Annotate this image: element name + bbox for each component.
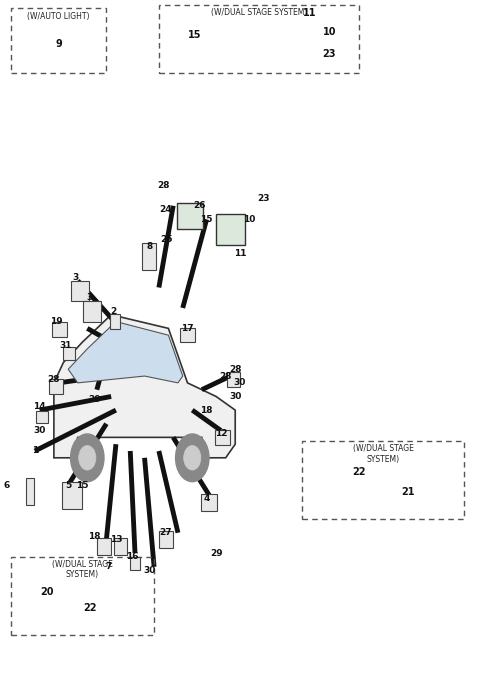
Polygon shape <box>54 315 235 458</box>
Text: 22: 22 <box>352 467 366 477</box>
Circle shape <box>79 445 96 470</box>
Text: 6: 6 <box>3 481 9 490</box>
Text: 23: 23 <box>323 49 336 59</box>
Polygon shape <box>68 321 183 383</box>
Bar <box>159 531 173 548</box>
Text: 10: 10 <box>323 27 336 37</box>
Text: 29: 29 <box>88 395 101 404</box>
Text: 3: 3 <box>72 273 79 282</box>
Bar <box>36 411 48 423</box>
Text: 31: 31 <box>60 341 72 350</box>
Text: 15: 15 <box>200 215 213 224</box>
Text: 7: 7 <box>106 562 112 571</box>
Text: 10: 10 <box>243 215 256 224</box>
Bar <box>71 280 89 301</box>
Text: 4: 4 <box>204 494 210 503</box>
Text: 11: 11 <box>234 249 246 258</box>
Text: 30: 30 <box>34 426 46 435</box>
Text: 28: 28 <box>157 181 170 190</box>
Text: (W/DUAL STAGE SYSTEM): (W/DUAL STAGE SYSTEM) <box>211 8 307 17</box>
Text: 9: 9 <box>55 39 62 49</box>
Bar <box>130 557 140 570</box>
Bar <box>215 430 229 445</box>
Text: 18: 18 <box>200 406 213 415</box>
Bar <box>114 538 127 555</box>
Bar <box>177 203 203 229</box>
Text: 30: 30 <box>234 378 246 387</box>
Text: 14: 14 <box>33 402 46 411</box>
Text: 15: 15 <box>188 31 202 40</box>
Bar <box>26 478 34 505</box>
Bar <box>97 538 111 555</box>
Text: 16: 16 <box>126 552 139 561</box>
Text: 22: 22 <box>83 603 96 612</box>
Bar <box>142 244 156 270</box>
Circle shape <box>184 445 201 470</box>
Circle shape <box>71 434 104 482</box>
Bar <box>180 328 195 342</box>
Bar <box>83 301 101 321</box>
Text: 8: 8 <box>146 242 153 251</box>
Circle shape <box>176 434 209 482</box>
Text: 21: 21 <box>401 487 414 497</box>
Text: 17: 17 <box>181 324 194 333</box>
Text: 28: 28 <box>48 375 60 384</box>
Text: 13: 13 <box>109 535 122 544</box>
Text: 23: 23 <box>258 194 270 203</box>
Bar <box>216 214 245 245</box>
Text: 11: 11 <box>302 8 316 18</box>
Text: 30: 30 <box>229 392 241 401</box>
Text: 12: 12 <box>215 430 227 438</box>
Bar <box>227 372 240 387</box>
Text: 30: 30 <box>143 566 156 575</box>
Text: 26: 26 <box>193 201 206 210</box>
Bar <box>49 379 63 394</box>
Text: 24: 24 <box>160 205 172 213</box>
Text: 15: 15 <box>76 481 89 490</box>
Bar <box>63 347 75 360</box>
Text: 20: 20 <box>40 587 53 597</box>
Bar <box>62 482 82 509</box>
Text: 5: 5 <box>65 481 72 490</box>
Text: (W/AUTO LIGHT): (W/AUTO LIGHT) <box>27 12 90 21</box>
Text: 29: 29 <box>210 549 222 557</box>
Text: 18: 18 <box>88 531 101 540</box>
Text: 1: 1 <box>32 447 38 456</box>
Text: 2: 2 <box>110 307 117 316</box>
Bar <box>52 322 67 337</box>
Text: 25: 25 <box>160 235 172 244</box>
Text: (W/DUAL STAGE
SYSTEM): (W/DUAL STAGE SYSTEM) <box>52 560 113 579</box>
Bar <box>201 494 216 510</box>
Text: 28: 28 <box>219 371 232 380</box>
Text: (W/DUAL STAGE
SYSTEM): (W/DUAL STAGE SYSTEM) <box>353 444 414 464</box>
Text: 19: 19 <box>50 317 62 326</box>
Text: 27: 27 <box>160 528 172 537</box>
Bar <box>110 314 120 329</box>
Text: 28: 28 <box>229 365 241 373</box>
Text: 3: 3 <box>86 293 93 302</box>
